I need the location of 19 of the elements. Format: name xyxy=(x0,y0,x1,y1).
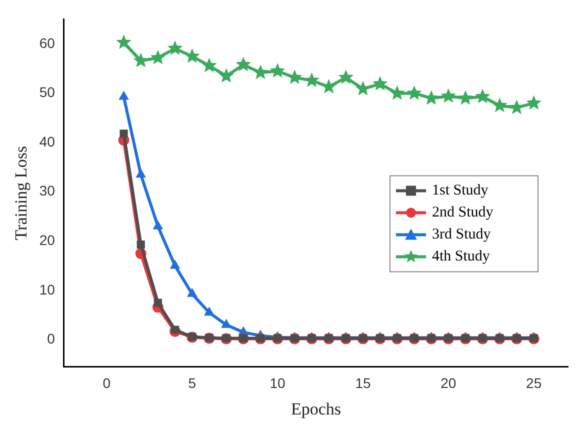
x-tick-label: 20 xyxy=(440,375,456,392)
y-axis-title: Training Loss xyxy=(12,146,31,240)
y-tick-label: 40 xyxy=(39,133,56,150)
y-tick-label: 20 xyxy=(39,232,56,248)
x-tick-label: 10 xyxy=(270,375,286,392)
legend-label: 2nd Study xyxy=(432,204,494,221)
legend-label: 3rd Study xyxy=(432,226,492,243)
legend-label: 4th Study xyxy=(432,248,490,265)
x-tick-label: 5 xyxy=(188,375,196,392)
y-tick-label: 10 xyxy=(39,281,56,298)
y-tick-label: 50 xyxy=(39,84,56,100)
x-tick-label: 15 xyxy=(355,375,371,392)
legend-label: 1st Study xyxy=(432,182,489,199)
x-axis-title: Epochs xyxy=(290,399,342,418)
y-tick-label: 60 xyxy=(39,34,56,51)
x-tick-label: 0 xyxy=(102,375,111,392)
y-tick-label: 0 xyxy=(47,330,56,347)
x-tick-label: 25 xyxy=(526,375,542,392)
y-tick-label: 30 xyxy=(39,182,56,199)
